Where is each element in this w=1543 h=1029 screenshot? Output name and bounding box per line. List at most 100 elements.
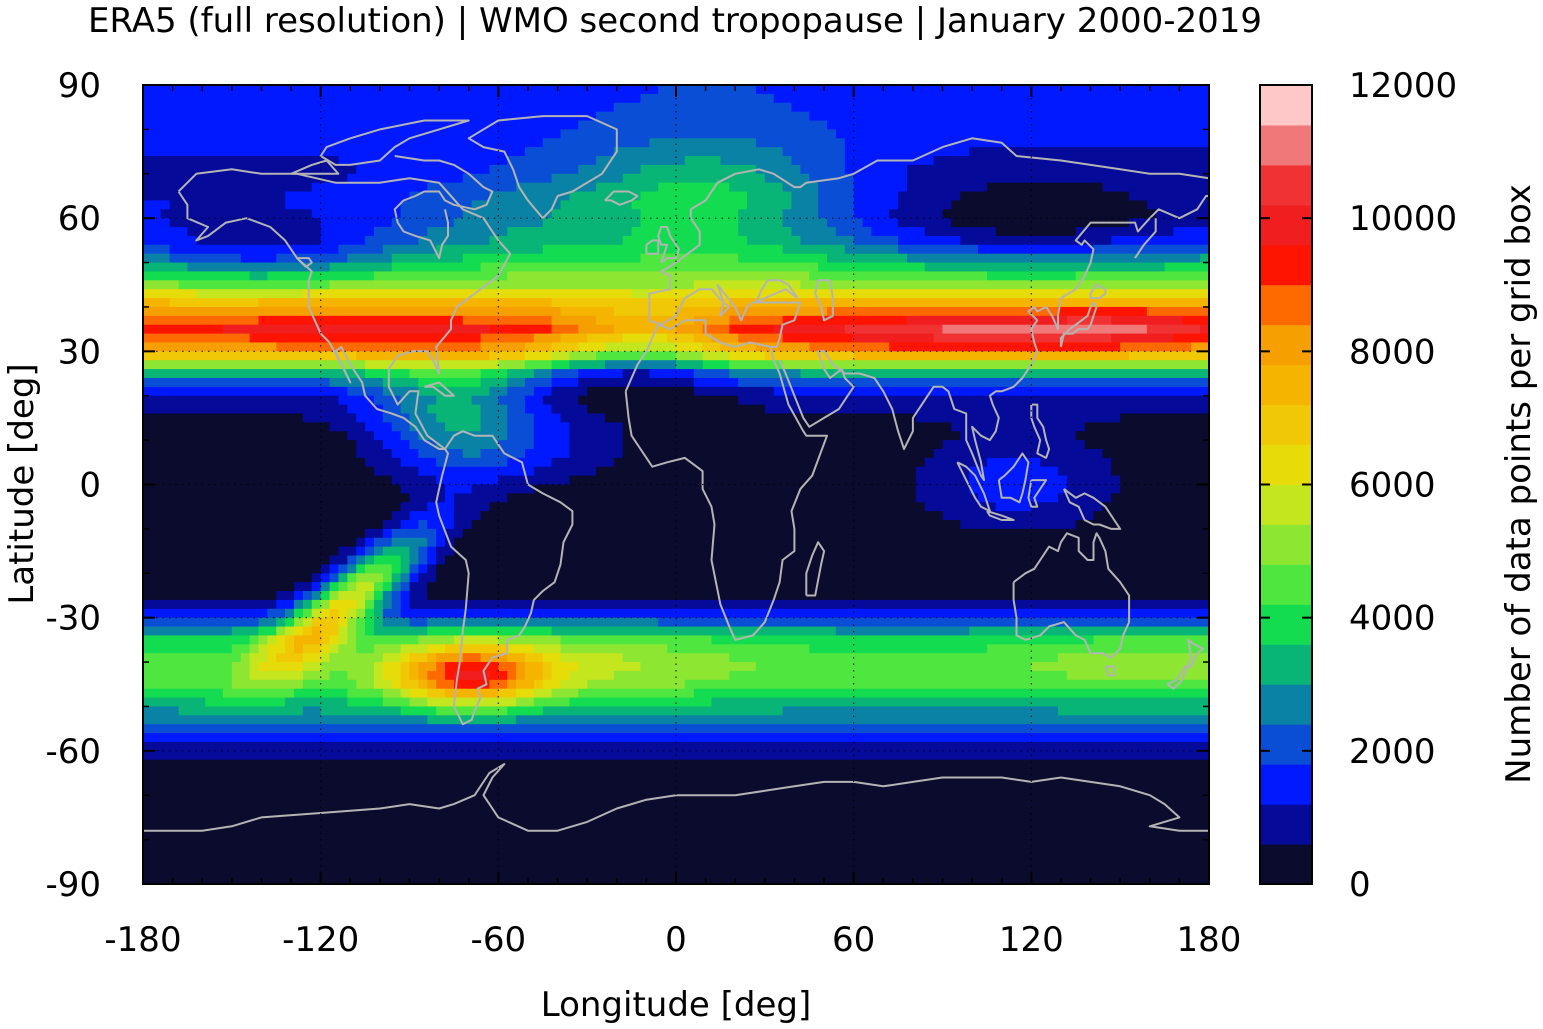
heatmap-cell [720, 342, 757, 352]
heatmap-cell [382, 653, 402, 663]
heatmap-cell [347, 564, 357, 574]
colorbar-tick-label: 0 [1349, 865, 1371, 905]
heatmap-cell [338, 626, 348, 637]
heatmap-cell [1146, 306, 1209, 317]
heatmap-cell [365, 564, 393, 574]
heatmap-cell [320, 227, 375, 237]
heatmap-cell [436, 662, 446, 672]
heatmap-cell [143, 777, 1209, 787]
heatmap-cell [373, 537, 393, 548]
heatmap-cell [409, 555, 419, 565]
heatmap-cell [391, 511, 411, 521]
heatmap-cell [285, 697, 348, 708]
heatmap-cell [596, 156, 686, 166]
heatmap-cell [622, 369, 650, 379]
coastline [143, 763, 1209, 832]
y-tick-label: 30 [58, 332, 101, 372]
heatmap-cell [143, 457, 366, 468]
heatmap-cell [453, 511, 482, 521]
heatmap-cell [143, 404, 348, 415]
y-axis-label: Latitude [deg] [2, 363, 42, 604]
coastline [986, 510, 1015, 521]
heatmap-cell [480, 413, 508, 423]
heatmap-cell [143, 804, 1209, 814]
heatmap-cell [942, 209, 1157, 219]
heatmap-cell [578, 688, 695, 699]
heatmap-cell [338, 591, 366, 601]
heatmap-cell [391, 591, 402, 601]
y-axis: -90 -60 -30 0 30 60 90 [45, 66, 1209, 905]
heatmap-cell [542, 653, 562, 663]
heatmap-cell [551, 386, 588, 397]
heatmap-cell [489, 670, 508, 681]
colorbar-segment [1260, 85, 1312, 126]
heatmap-cell [978, 244, 1095, 255]
heatmap-cell [356, 555, 366, 565]
heatmap-cell [551, 315, 597, 326]
heatmap-cell [1200, 253, 1209, 264]
heatmap-cell [143, 227, 189, 237]
heatmap-cell [729, 670, 1068, 681]
heatmap-cell [551, 351, 570, 361]
heatmap-cell [294, 635, 322, 645]
coastline [1027, 479, 1048, 508]
heatmap-cell [320, 599, 331, 610]
heatmap-cell [356, 413, 384, 423]
heatmap-cell [356, 537, 366, 548]
heatmap-cell [400, 582, 411, 592]
heatmap-cell [995, 227, 1077, 237]
heatmap-cell [560, 635, 713, 645]
heatmap-cell [729, 182, 784, 193]
heatmap-cell [578, 164, 642, 175]
heatmap-cell [409, 422, 446, 432]
coastline [1012, 532, 1131, 659]
heatmap-cell [382, 520, 402, 530]
heatmap-cell [436, 573, 1209, 583]
heatmap-cell [640, 191, 748, 202]
heatmap-cell [693, 369, 730, 379]
heatmap-cell [409, 546, 419, 557]
heatmap-cell [169, 298, 260, 308]
heatmap-cell [1066, 315, 1112, 326]
heatmap-cell [542, 670, 553, 681]
heatmap-cell [507, 422, 535, 432]
heatmap-cell [622, 431, 961, 441]
heatmap-cell [400, 670, 411, 681]
colorbar-segment [1260, 564, 1312, 605]
x-axis-label: Longitude [deg] [541, 985, 812, 1025]
heatmap-cell [853, 173, 908, 184]
heatmap-cell [143, 164, 357, 175]
heatmap-cell [400, 564, 411, 574]
heatmap-cell [436, 546, 455, 557]
heatmap-cell [667, 333, 695, 344]
heatmap-cell [400, 457, 437, 468]
heatmap-cell [622, 235, 748, 246]
heatmap-cell [418, 431, 508, 441]
heatmap-cell [1111, 493, 1209, 503]
heatmap-cell [569, 475, 917, 486]
heatmap-cell [640, 662, 757, 672]
heatmap-cell [365, 599, 375, 610]
heatmap-cell [143, 768, 1209, 779]
heatmap-cell [143, 315, 260, 326]
heatmap-cell [755, 138, 846, 148]
heatmap-cell [427, 591, 1209, 601]
heatmap-cell [427, 644, 446, 654]
heatmap-cell [427, 227, 508, 237]
heatmap-cell [729, 369, 801, 379]
heatmap-cell [285, 644, 295, 654]
heatmap-cell [365, 591, 375, 601]
heatmap-cell [143, 351, 357, 361]
colorbar-segment [1260, 764, 1312, 805]
heatmap-cell [613, 670, 730, 681]
coastline [648, 283, 802, 348]
heatmap-cell [640, 164, 757, 175]
heatmap-cell [507, 386, 535, 397]
heatmap-cell [791, 156, 846, 166]
coastline [290, 159, 340, 175]
heatmap-cell [143, 448, 357, 459]
heatmap-cell [720, 306, 828, 317]
heatmap-cell [143, 306, 562, 317]
heatmap-cell [578, 395, 739, 406]
heatmap-cell [809, 271, 988, 281]
